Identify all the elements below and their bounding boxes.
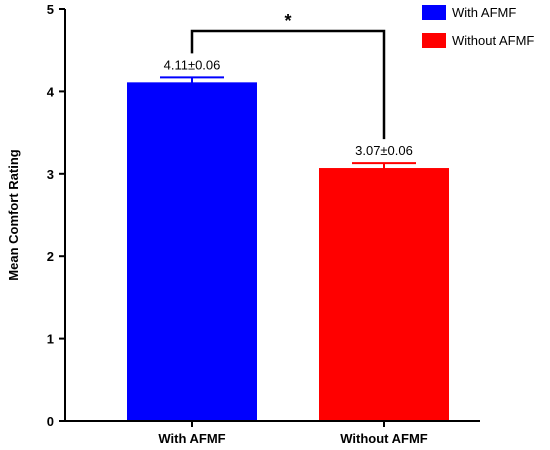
bar (127, 82, 257, 421)
y-tick-label: 1 (47, 332, 54, 347)
x-axis: With AFMF Without AFMF (64, 420, 480, 446)
y-tick-label: 5 (47, 2, 54, 17)
legend-swatch (422, 5, 446, 20)
y-tick-label: 3 (47, 167, 54, 182)
y-tick-label: 0 (47, 414, 54, 429)
significance-bracket: * (190, 11, 386, 140)
legend-label: With AFMF (452, 5, 516, 20)
error-bars (160, 76, 416, 173)
legend-swatch (422, 33, 446, 48)
legend-label: Without AFMF (452, 33, 534, 48)
significance-marker: * (284, 11, 291, 31)
bar (319, 168, 449, 421)
data-labels: 4.11±0.06 3.07±0.06 (164, 57, 413, 158)
x-tick-label: With AFMF (158, 431, 225, 446)
data-label: 4.11±0.06 (164, 57, 221, 72)
x-tick-label: Without AFMF (340, 431, 428, 446)
y-axis-title: Mean Comfort Rating (6, 149, 21, 281)
significance-line (190, 29, 386, 140)
bars (127, 82, 449, 421)
y-tick-label: 4 (47, 84, 55, 99)
y-axis: 0 1 2 3 4 5 (47, 2, 66, 429)
data-label: 3.07±0.06 (355, 143, 413, 158)
y-tick-label: 2 (47, 249, 54, 264)
legend: With AFMF Without AFMF (422, 5, 534, 48)
